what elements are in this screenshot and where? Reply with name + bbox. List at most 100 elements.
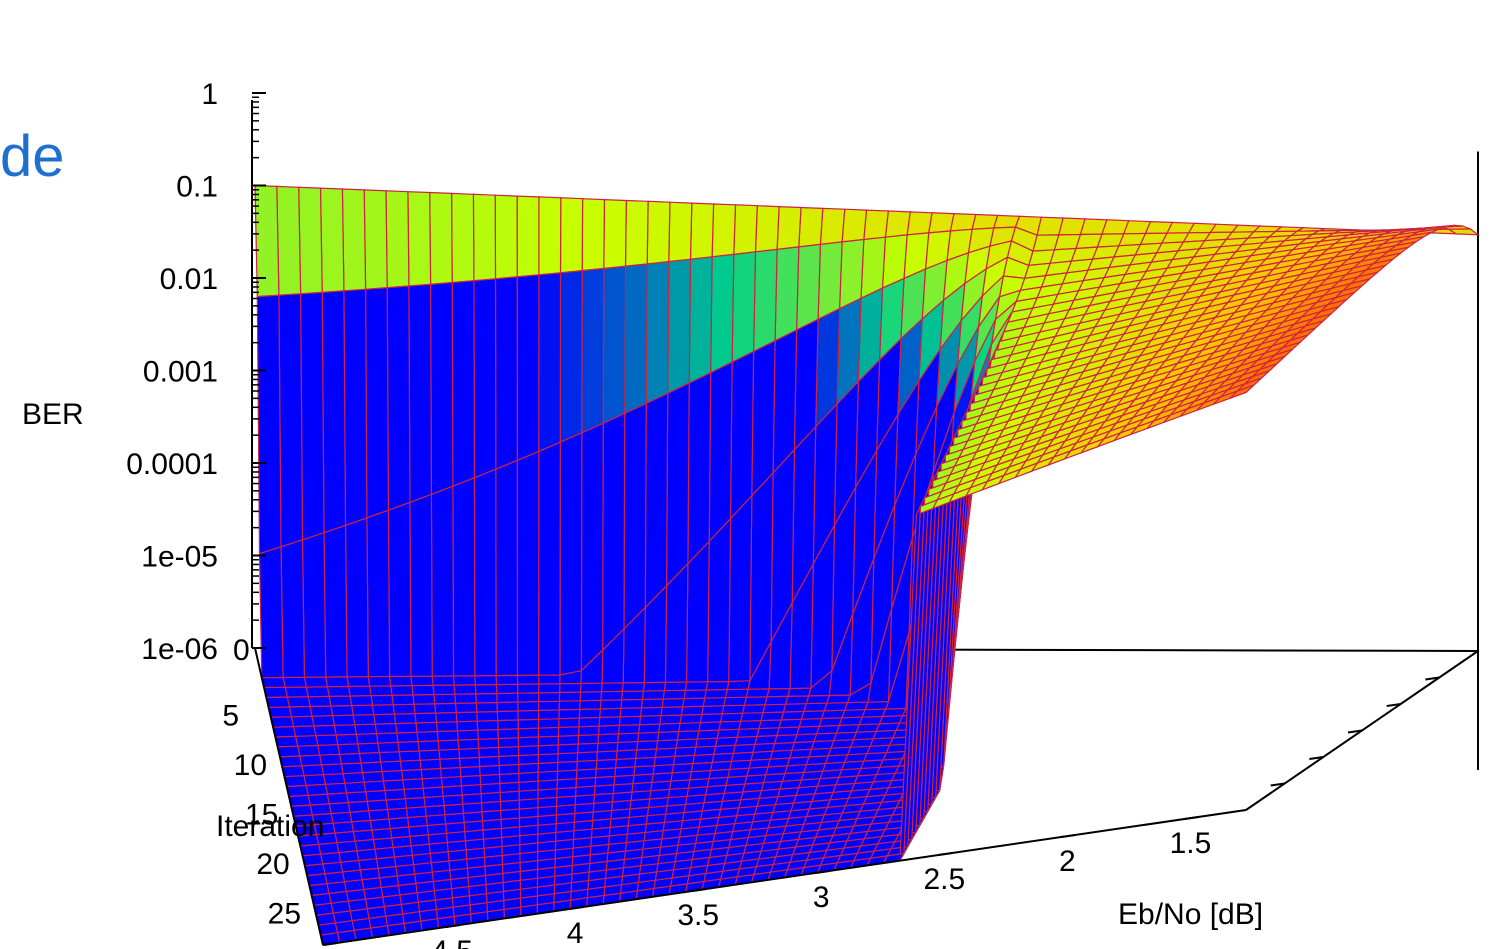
surface-cell xyxy=(377,741,400,754)
surface-cell xyxy=(458,756,481,769)
surface-cell xyxy=(281,765,305,778)
surface-cell xyxy=(323,524,348,678)
surface-cell xyxy=(399,759,422,772)
surface-cell xyxy=(579,699,602,711)
surface-cell xyxy=(398,750,421,762)
surface-cell xyxy=(294,735,319,747)
surface-cell xyxy=(764,695,789,706)
surface-cell xyxy=(307,695,332,708)
surface-cell xyxy=(497,719,519,731)
surface-cell xyxy=(927,212,955,234)
surface-cell xyxy=(517,754,539,766)
surface-cell xyxy=(802,702,828,713)
surface-cell xyxy=(516,195,540,278)
surface-cell xyxy=(301,764,325,777)
surface-cell xyxy=(450,192,475,284)
surface-cell xyxy=(537,700,561,712)
surface-cell xyxy=(429,281,454,496)
surface-cell xyxy=(579,682,603,693)
surface-cell xyxy=(397,740,420,753)
y-tick-label: 25 xyxy=(268,898,301,931)
y-tick-label: 15 xyxy=(245,799,278,832)
surface-cell xyxy=(435,721,459,733)
surface-cell xyxy=(516,274,540,462)
surface-cell xyxy=(474,683,498,695)
surface-cell xyxy=(366,509,391,678)
surface-cell xyxy=(288,705,313,718)
surface-cell xyxy=(599,699,623,710)
surface-cell xyxy=(478,746,500,759)
surface-cell xyxy=(429,191,453,285)
surface-cell xyxy=(558,708,581,720)
slide-title-fragment: de xyxy=(0,124,65,189)
surface-cell xyxy=(538,441,561,676)
surface-cell xyxy=(559,197,584,274)
surface-cell xyxy=(375,732,399,744)
surface-cell xyxy=(498,754,520,767)
x-tick xyxy=(1061,834,1076,838)
surface-cell xyxy=(400,768,423,781)
surface-cell xyxy=(971,213,999,230)
surface-cell xyxy=(369,685,393,697)
surface-cell xyxy=(411,684,435,696)
surface-cell xyxy=(707,517,732,683)
surface-cell xyxy=(452,476,476,677)
surface-cell xyxy=(436,730,459,742)
surface-cell xyxy=(640,698,664,709)
surface-cell xyxy=(646,200,671,265)
surface-cell xyxy=(661,697,685,709)
surface-cell xyxy=(496,710,519,722)
surface-cell xyxy=(558,691,582,702)
surface-cell xyxy=(949,212,977,232)
surface-cell xyxy=(738,719,762,730)
surface-cell xyxy=(434,702,457,714)
depth-tick xyxy=(1347,729,1363,734)
surface-cell xyxy=(621,681,645,693)
x-tick-label: 3 xyxy=(813,881,830,914)
surface-cell xyxy=(787,687,812,698)
surface-cell xyxy=(577,725,600,737)
surface-cell xyxy=(688,256,713,385)
surface-cell xyxy=(784,695,810,705)
surface-cell xyxy=(754,205,780,253)
surface-cell xyxy=(343,288,368,527)
surface-cell xyxy=(392,703,416,715)
surface-cell xyxy=(683,689,707,700)
x-tick xyxy=(815,870,830,874)
surface-cell xyxy=(319,187,345,294)
surface-cell xyxy=(685,539,710,683)
surface-cell xyxy=(265,696,291,709)
surface-cell xyxy=(301,531,327,678)
surface-cell xyxy=(557,717,580,729)
surface-cell xyxy=(438,748,461,760)
surface-cell xyxy=(351,704,375,716)
surface-cell xyxy=(344,517,369,678)
surface-cell xyxy=(408,283,433,504)
surface-cell xyxy=(597,733,620,744)
surface-cell xyxy=(517,727,540,739)
surface-cell xyxy=(624,263,648,415)
surface-cell xyxy=(739,712,764,722)
surface-cell xyxy=(884,210,911,238)
surface-cell xyxy=(703,688,728,699)
surface-cell xyxy=(728,494,753,683)
surface-cell xyxy=(299,754,323,767)
surface-cell xyxy=(825,694,851,704)
z-tick-label: 0.0001 xyxy=(126,448,218,481)
surface-cell xyxy=(710,253,735,374)
surface-cell xyxy=(752,248,778,353)
surface-cell xyxy=(745,688,770,698)
surface-cell xyxy=(600,690,624,702)
surface-cell xyxy=(434,711,458,724)
surface-cell xyxy=(600,682,624,693)
x-tick-label: 2.5 xyxy=(923,863,965,896)
surface-cell xyxy=(380,760,403,773)
surface-cell xyxy=(347,685,372,697)
surface-cell xyxy=(381,769,404,782)
surface-cell xyxy=(517,736,540,748)
surface-cell xyxy=(412,693,436,705)
surface-cell xyxy=(477,728,499,740)
surface-cell xyxy=(624,199,649,267)
surface-cell xyxy=(699,713,723,724)
